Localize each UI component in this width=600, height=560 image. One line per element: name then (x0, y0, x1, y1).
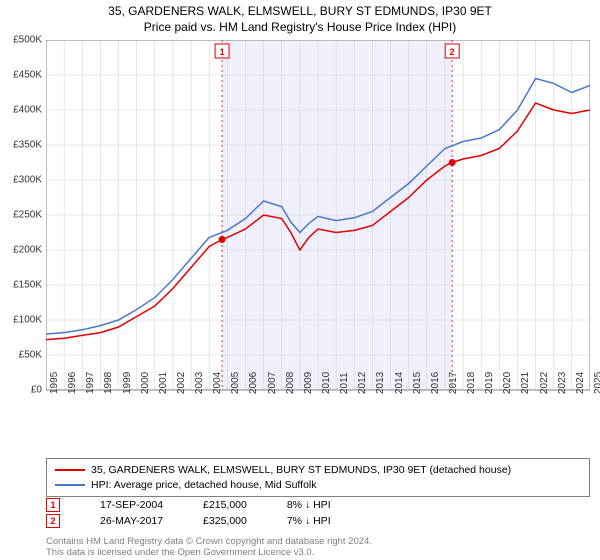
x-tick-label: 2003 (194, 372, 205, 394)
x-tick-label: 2011 (339, 372, 350, 394)
y-tick-label: £450K (13, 70, 42, 81)
x-tick-label: 2008 (285, 372, 296, 394)
x-tick-label: 2022 (539, 372, 550, 394)
x-tick-label: 2004 (212, 372, 223, 394)
x-tick-label: 2015 (412, 372, 423, 394)
txn-change: 8% ↓ HPI (287, 499, 331, 511)
x-tick-label: 1995 (49, 372, 60, 394)
y-tick-label: £300K (13, 175, 42, 186)
x-tick-label: 2010 (321, 372, 332, 394)
legend-item: HPI: Average price, detached house, Mid … (55, 478, 581, 493)
table-row: 1 17-SEP-2004 £215,000 8% ↓ HPI (46, 498, 331, 512)
footer-line1: Contains HM Land Registry data © Crown c… (46, 536, 372, 547)
legend-swatch (55, 484, 85, 486)
x-tick-label: 2017 (448, 372, 459, 394)
x-tick-label: 1996 (67, 372, 78, 394)
transaction-table: 1 17-SEP-2004 £215,000 8% ↓ HPI 2 26-MAY… (46, 498, 331, 530)
x-tick-label: 2016 (430, 372, 441, 394)
footer-line2: This data is licensed under the Open Gov… (46, 547, 372, 558)
y-tick-label: £400K (13, 105, 42, 116)
x-tick-label: 2024 (575, 372, 586, 394)
footer-attribution: Contains HM Land Registry data © Crown c… (46, 536, 372, 559)
chart-plot: 12 £0£50K£100K£150K£200K£250K£300K£350K£… (46, 40, 590, 420)
x-tick-label: 2012 (357, 372, 368, 394)
title-line2: Price paid vs. HM Land Registry's House … (0, 20, 600, 36)
txn-date: 17-SEP-2004 (100, 499, 163, 511)
legend: 35, GARDENERS WALK, ELMSWELL, BURY ST ED… (46, 458, 590, 497)
x-tick-label: 1999 (122, 372, 133, 394)
x-tick-label: 2006 (248, 372, 259, 394)
chart-svg: 12 (46, 40, 590, 420)
x-tick-label: 1997 (85, 372, 96, 394)
x-tick-label: 1998 (103, 372, 114, 394)
y-tick-label: £200K (13, 245, 42, 256)
txn-change: 7% ↓ HPI (287, 515, 331, 527)
x-tick-label: 2000 (140, 372, 151, 394)
x-tick-label: 2007 (267, 372, 278, 394)
table-row: 2 26-MAY-2017 £325,000 7% ↓ HPI (46, 514, 331, 528)
x-tick-label: 2013 (375, 372, 386, 394)
x-tick-label: 2014 (394, 372, 405, 394)
x-tick-label: 2005 (230, 372, 241, 394)
y-tick-label: £500K (13, 35, 42, 46)
svg-text:1: 1 (220, 47, 225, 57)
txn-date: 26-MAY-2017 (100, 515, 163, 527)
marker-icon: 1 (46, 498, 60, 512)
legend-label: 35, GARDENERS WALK, ELMSWELL, BURY ST ED… (91, 463, 511, 478)
legend-swatch (55, 469, 85, 471)
legend-label: HPI: Average price, detached house, Mid … (91, 478, 317, 493)
chart-title: 35, GARDENERS WALK, ELMSWELL, BURY ST ED… (0, 0, 600, 35)
txn-price: £215,000 (203, 499, 247, 511)
x-tick-label: 2025 (593, 372, 600, 394)
marker-icon: 2 (46, 514, 60, 528)
x-tick-label: 2002 (176, 372, 187, 394)
x-tick-label: 2001 (158, 372, 169, 394)
y-tick-label: £350K (13, 140, 42, 151)
y-tick-label: £0 (31, 385, 42, 396)
x-tick-label: 2019 (484, 372, 495, 394)
svg-text:2: 2 (450, 47, 455, 57)
txn-price: £325,000 (203, 515, 247, 527)
x-tick-label: 2023 (557, 372, 568, 394)
x-tick-label: 2020 (502, 372, 513, 394)
legend-item: 35, GARDENERS WALK, ELMSWELL, BURY ST ED… (55, 463, 581, 478)
title-line1: 35, GARDENERS WALK, ELMSWELL, BURY ST ED… (0, 4, 600, 20)
x-tick-label: 2018 (466, 372, 477, 394)
x-tick-label: 2009 (303, 372, 314, 394)
y-tick-label: £150K (13, 280, 42, 291)
y-tick-label: £50K (19, 350, 42, 361)
y-tick-label: £250K (13, 210, 42, 221)
y-tick-label: £100K (13, 315, 42, 326)
x-tick-label: 2021 (520, 372, 531, 394)
